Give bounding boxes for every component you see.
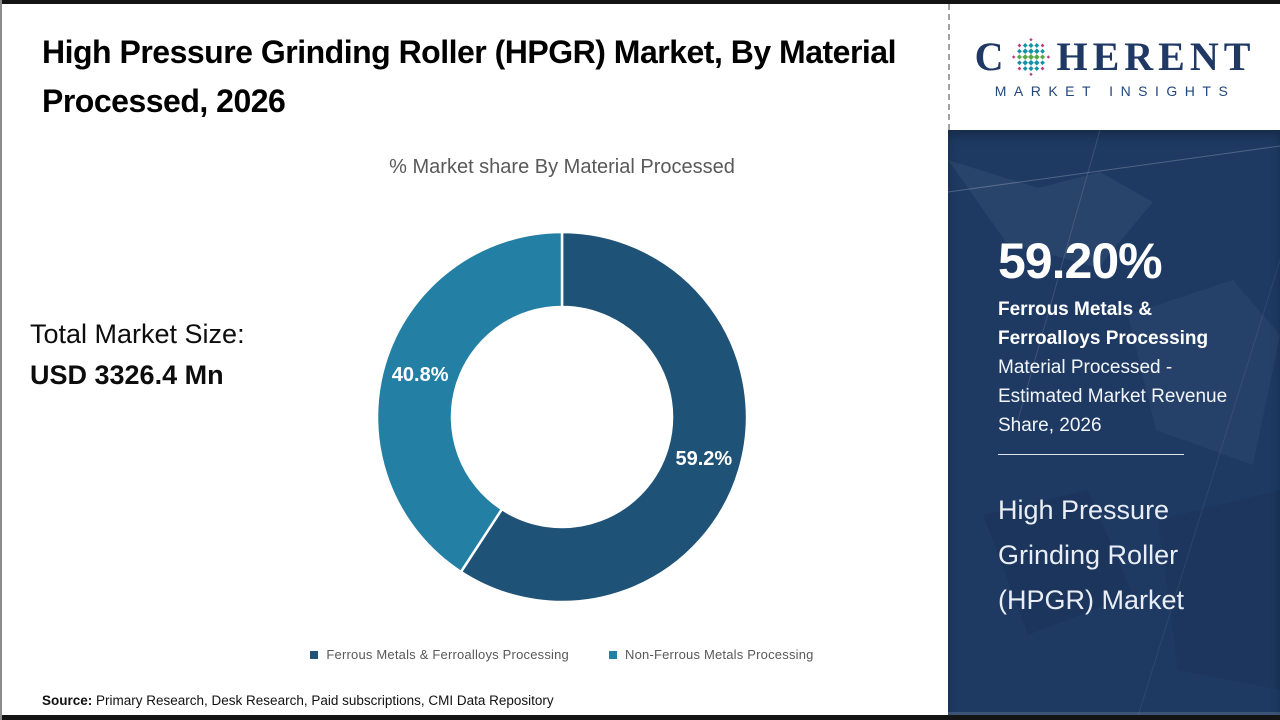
legend-marker-ferrous [310,650,319,659]
globe-dot [1047,55,1051,59]
stat-value: 59.20% [998,233,1163,289]
globe-dot [1022,59,1029,66]
globe-dot [1028,48,1035,55]
globe-dot [1017,60,1023,66]
globe-dot [1028,42,1035,48]
brand-logo-wordmark: C HERENT [975,35,1256,79]
globe-dot [1028,59,1035,66]
page-title: High Pressure Grinding Roller (HPGR) Mar… [42,34,896,119]
chart-legend: Ferrous Metals & Ferroalloys Processing … [182,647,942,662]
brand-logo-letter-c: C [974,34,1009,79]
globe-dot [1034,48,1041,55]
globe-dot [1034,54,1041,60]
legend-marker-nonferrous [609,650,617,659]
brand-logo-letters: HERENT [1056,34,1256,79]
globe-dot [1041,43,1045,48]
globe-dot [1018,43,1022,48]
globe-dot [1040,48,1046,54]
brand-logo-tagline: MARKET INSIGHTS [994,83,1236,99]
legend-label-nonferrous: Non-Ferrous Metals Processing [625,647,814,662]
globe-dot [1040,60,1046,66]
donut-slice-label-1: 40.8% [392,364,449,386]
globe-dots-icon [1012,37,1051,77]
globe-dot [1034,43,1040,48]
sidebar-divider [998,454,1184,455]
donut-slice-0 [459,230,749,604]
source-attribution: Source: Primary Research, Desk Research,… [42,693,554,708]
globe-dot [1023,43,1029,48]
globe-dot [1034,59,1041,66]
globe-dot [1018,66,1022,71]
stat-description-text: Material Processed - Estimated Market Re… [998,357,1228,436]
stat-category: Ferrous Metals & Ferroalloys Processing [998,299,1209,349]
legend-label-ferrous: Ferrous Metals & Ferroalloys Processing [326,647,569,662]
globe-dot [1034,66,1040,71]
globe-dot [1028,53,1035,61]
globe-dot [1029,37,1034,42]
bottom-border-bar [2,715,1280,720]
globe-dot [1022,54,1029,60]
sidebar-market-title: High Pressure Grinding Roller (HPGR) Mar… [998,495,1185,615]
donut-slice-1 [375,230,564,574]
globe-dot [1023,66,1029,71]
legend-item-ferrous: Ferrous Metals & Ferroalloys Processing [310,647,569,662]
globe-dot [1012,55,1016,59]
total-market-size-block: Total Market Size: USD 3326.4 Mn [30,314,350,396]
highlight-sidebar: 59.20% Ferrous Metals & Ferroalloys Proc… [948,130,1280,716]
globe-dot [1029,72,1034,77]
globe-dot [1040,54,1046,60]
donut-slice-label-0: 59.2% [676,448,733,470]
donut-chart-svg: 59.2% 40.8% [375,230,749,604]
total-market-size-value: USD 3326.4 Mn [30,360,224,390]
globe-dot [1028,66,1035,72]
source-prefix: Source: [42,693,93,708]
globe-dot [1041,66,1045,71]
globe-dot [1022,48,1029,55]
legend-item-nonferrous: Non-Ferrous Metals Processing [609,647,814,662]
top-border-bar [2,0,1280,4]
brand-logo: C HERENT MARKET INSIGHTS [948,4,1280,130]
chart-subtitle: % Market share By Material Processed [389,156,735,178]
globe-dot [1017,48,1023,54]
stat-description: Ferrous Metals & Ferroalloys Processing … [998,295,1236,440]
donut-chart: 59.2% 40.8% [372,227,752,607]
total-market-size-label: Total Market Size: [30,319,245,349]
globe-dot [1017,54,1023,60]
source-text: Primary Research, Desk Research, Paid su… [92,693,554,708]
